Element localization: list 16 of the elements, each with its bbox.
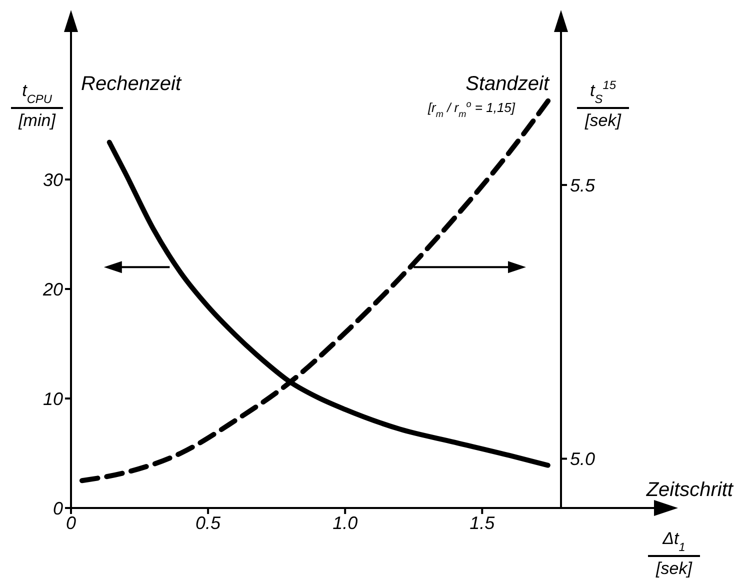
x-tick-label: 0 — [66, 512, 76, 533]
x-tick-label: 1.0 — [332, 512, 358, 533]
y-axis-title: t$_{CPU}$ [min] — [18, 81, 57, 130]
annotation: [r$_{m}$ / r$_{m}$$^{o}$ = 1,15] — [426, 99, 516, 119]
annotation: Zeitschritt — [645, 479, 734, 501]
x-axis-title: Δt$_{1}$ [sek] — [655, 529, 694, 578]
y2-tick-label: 5.5 — [570, 175, 596, 196]
x-tick-label: 0.5 — [196, 512, 222, 533]
text: Rechenzeit — [81, 73, 182, 95]
series-label: Standzeit — [466, 73, 550, 95]
y-tick-label: 20 — [42, 279, 63, 300]
y-tick-label: 10 — [42, 388, 63, 409]
y-tick-label: 0 — [52, 498, 63, 518]
x-tick-label: 1.5 — [470, 512, 496, 533]
y2-tick-label: 5.0 — [570, 449, 596, 470]
y-tick-label: 30 — [42, 170, 63, 190]
